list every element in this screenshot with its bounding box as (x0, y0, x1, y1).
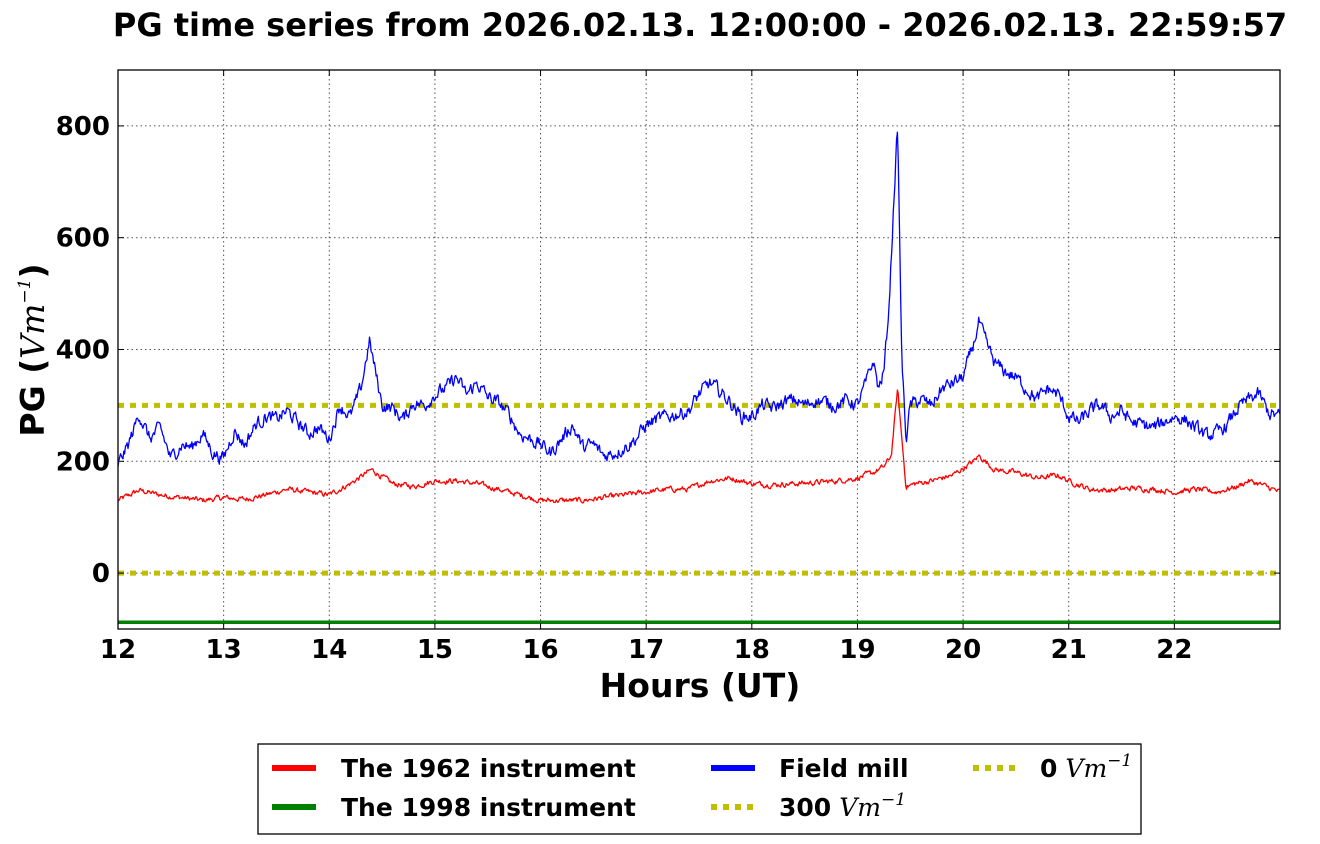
y-tick-label: 800 (56, 112, 110, 142)
legend-label-0-unit: Vm (1065, 754, 1107, 783)
x-tick-label: 20 (945, 635, 981, 665)
x-tick-label: 14 (311, 635, 347, 665)
legend-label-0: 0 Vm−1 (1040, 751, 1132, 783)
legend-label-300: 300 Vm−1 (779, 790, 906, 822)
legend-label-300-unit: Vm (839, 793, 881, 822)
y-axis-label-exponent: −1 (15, 279, 35, 304)
grid (118, 70, 1280, 629)
legend-box (257, 743, 1142, 835)
legend-label-300-exponent: −1 (881, 790, 906, 810)
series-line-field-mill (117, 131, 1281, 467)
reference-lines (118, 402, 1280, 576)
y-axis-label: PG (Vm−1) (13, 263, 52, 436)
legend-label-0-exponent: −1 (1107, 751, 1132, 771)
series-lines (117, 131, 1281, 625)
y-tick-label: 600 (56, 224, 110, 254)
legend: The 1962 instrument The 1998 instrument … (257, 743, 1142, 835)
y-tick-label: 200 (56, 447, 110, 477)
y-tick-label: 400 (56, 336, 110, 366)
x-tick-label: 16 (522, 635, 558, 665)
legend-label-1998: The 1998 instrument (341, 793, 636, 822)
x-tick-label: 19 (839, 635, 875, 665)
y-tick-label: 0 (92, 559, 110, 589)
x-tick-label: 17 (628, 635, 664, 665)
x-tick-label: 12 (100, 635, 136, 665)
x-axis-label: Hours (UT) (600, 666, 801, 705)
y-axis-label-prefix: PG ( (13, 359, 52, 437)
x-tick-label: 21 (1051, 635, 1087, 665)
series-line-the-1962-instrument (117, 389, 1281, 504)
legend-label-0-value: 0 (1040, 754, 1057, 783)
x-tick-label: 15 (417, 635, 453, 665)
x-tick-label: 18 (734, 635, 770, 665)
legend-label-field-mill: Field mill (779, 754, 909, 783)
legend-label-1962: The 1962 instrument (341, 754, 636, 783)
axis-ticks: 12 13 14 15 16 17 18 19 20 21 22 0 200 400 600 800 (56, 70, 1280, 665)
x-tick-label: 13 (206, 635, 242, 665)
chart-title: PG time series from 2026.02.13. 12:00:00… (113, 6, 1287, 44)
legend-label-300-value: 300 (779, 793, 831, 822)
y-axis-label-unit: Vm (13, 304, 52, 359)
y-axis-label-suffix: ) (13, 263, 52, 278)
x-tick-label: 22 (1156, 635, 1192, 665)
